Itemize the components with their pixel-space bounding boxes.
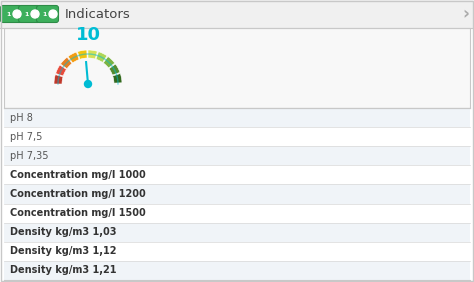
- Circle shape: [49, 10, 57, 18]
- FancyBboxPatch shape: [4, 223, 470, 242]
- FancyBboxPatch shape: [4, 165, 470, 184]
- Wedge shape: [103, 56, 115, 68]
- Wedge shape: [61, 57, 72, 69]
- Circle shape: [84, 80, 91, 87]
- Wedge shape: [55, 65, 66, 76]
- Text: 10: 10: [75, 26, 100, 44]
- Text: ›: ›: [463, 5, 469, 23]
- Text: Density kg/m3 1,12: Density kg/m3 1,12: [10, 246, 117, 256]
- FancyBboxPatch shape: [4, 261, 470, 280]
- FancyBboxPatch shape: [4, 242, 470, 261]
- FancyBboxPatch shape: [4, 28, 470, 108]
- FancyBboxPatch shape: [4, 108, 470, 127]
- Text: 1: 1: [7, 12, 11, 17]
- FancyBboxPatch shape: [0, 0, 474, 28]
- Text: Density kg/m3 1,03: Density kg/m3 1,03: [10, 227, 117, 237]
- FancyBboxPatch shape: [4, 204, 470, 223]
- FancyBboxPatch shape: [18, 6, 40, 23]
- Text: pH 7,35: pH 7,35: [10, 151, 48, 161]
- FancyBboxPatch shape: [36, 6, 58, 23]
- Text: Concentration mg/l 1000: Concentration mg/l 1000: [10, 170, 146, 180]
- Wedge shape: [88, 50, 97, 59]
- Wedge shape: [68, 52, 79, 63]
- Circle shape: [13, 10, 21, 18]
- Circle shape: [31, 10, 39, 18]
- Wedge shape: [77, 50, 87, 59]
- Wedge shape: [109, 64, 120, 75]
- Text: 1: 1: [43, 12, 47, 17]
- Text: Indicators: Indicators: [65, 8, 131, 21]
- FancyBboxPatch shape: [4, 127, 470, 146]
- Wedge shape: [113, 74, 122, 83]
- Text: Density kg/m3 1,21: Density kg/m3 1,21: [10, 265, 117, 276]
- Text: Concentration mg/l 1200: Concentration mg/l 1200: [10, 189, 146, 199]
- FancyBboxPatch shape: [4, 146, 470, 165]
- Wedge shape: [54, 75, 63, 84]
- FancyBboxPatch shape: [4, 184, 470, 204]
- FancyBboxPatch shape: [0, 6, 22, 23]
- Text: pH 8: pH 8: [10, 113, 33, 123]
- Text: 1: 1: [25, 12, 29, 17]
- Text: Concentration mg/l 1500: Concentration mg/l 1500: [10, 208, 146, 218]
- Wedge shape: [96, 52, 107, 62]
- Text: pH 7,5: pH 7,5: [10, 132, 42, 142]
